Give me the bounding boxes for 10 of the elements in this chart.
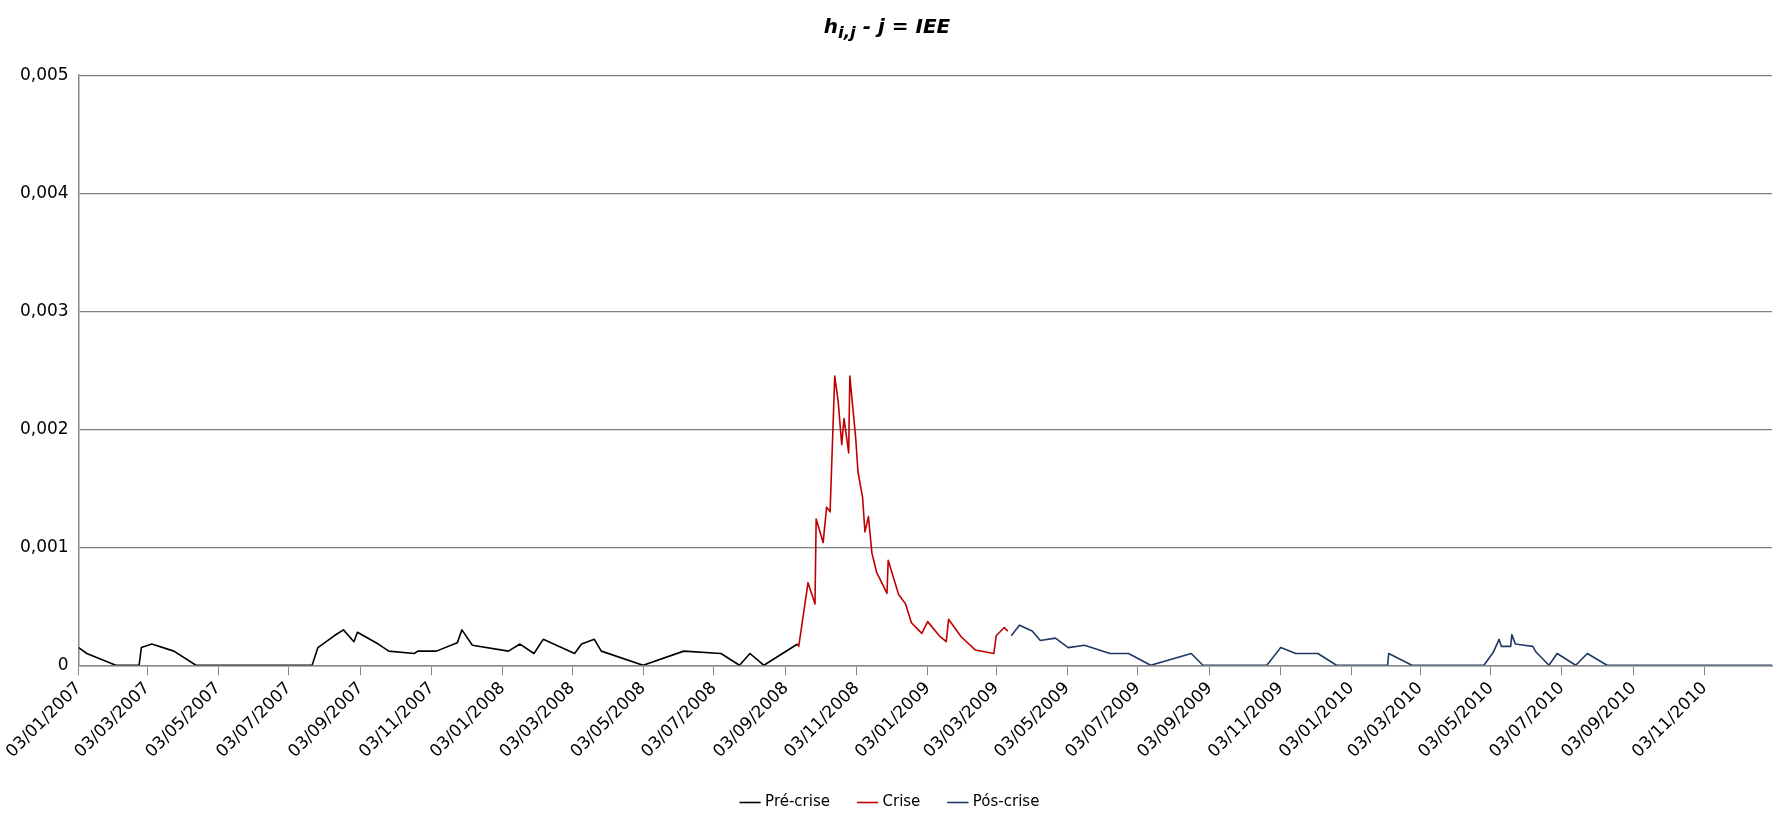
legend-label: Pós-crise [972,792,1040,811]
y-tick-label: 0 [57,653,69,674]
y-tick-label: 0,005 [20,63,69,84]
y-tick-label: 0,002 [20,417,69,438]
legend-label: Pré-crise [765,792,830,811]
y-tick-label: 0,004 [20,181,69,202]
y-tick-label: 0,001 [20,535,69,556]
chart-title: h$_{i,j}$ - j = IEE [822,14,952,42]
y-tick-label: 0,003 [20,299,69,320]
legend-label: Crise [882,792,921,811]
